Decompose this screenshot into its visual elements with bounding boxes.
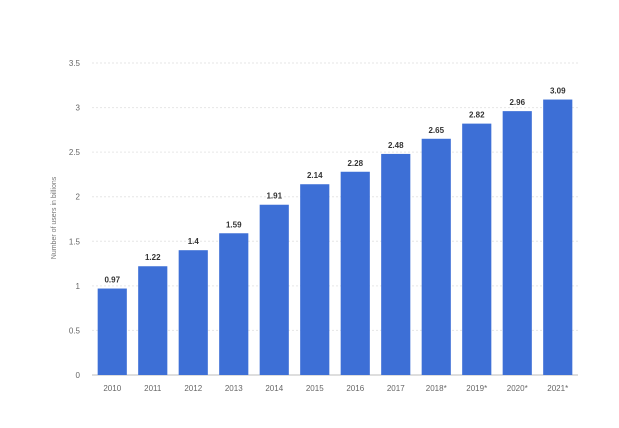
data-label: 2.48 xyxy=(388,141,404,150)
y-tick-label: 3 xyxy=(76,104,81,113)
x-tick-label: 2010 xyxy=(103,384,121,393)
data-label: 1.4 xyxy=(188,237,200,246)
data-label: 2.96 xyxy=(509,98,525,107)
x-tick-label: 2013 xyxy=(225,384,243,393)
x-tick-label: 2014 xyxy=(265,384,283,393)
data-label: 2.28 xyxy=(347,159,363,168)
y-axis-label: Number of users in billions xyxy=(51,176,58,259)
data-labels: 0.97 1.22 1.4 1.59 1.91 2.14 2.28 2.48 2.65 2.82 2… xyxy=(104,87,566,285)
x-tick-label: 2015 xyxy=(306,384,324,393)
bar xyxy=(259,204,289,375)
y-tick-label: 1.5 xyxy=(69,237,81,246)
data-label: 1.22 xyxy=(145,253,161,262)
y-tick-label: 0 xyxy=(76,371,81,380)
data-label: 0.97 xyxy=(104,276,120,285)
bar xyxy=(381,153,411,375)
x-tick-label: 2017 xyxy=(387,384,405,393)
bar xyxy=(300,184,330,375)
data-label: 1.59 xyxy=(226,220,242,229)
y-tick-label: 2 xyxy=(76,193,81,202)
bars xyxy=(97,99,573,375)
bar xyxy=(138,266,168,375)
x-axis-ticks: 2010 2011 2012 2013 2014 2015 2016 2017 2018* 201… xyxy=(103,384,568,393)
bar xyxy=(421,138,451,375)
data-label: 2.82 xyxy=(469,111,485,120)
x-tick-label: 2021* xyxy=(547,384,568,393)
y-tick-label: 3.5 xyxy=(69,59,81,68)
y-tick-label: 1 xyxy=(76,282,81,291)
y-tick-label: 2.5 xyxy=(69,148,81,157)
bar xyxy=(340,171,370,375)
bar xyxy=(543,99,573,375)
x-tick-label: 2019* xyxy=(466,384,487,393)
x-tick-label: 2011 xyxy=(144,384,162,393)
data-label: 1.91 xyxy=(266,192,282,201)
y-tick-label: 0.5 xyxy=(69,326,81,335)
bar xyxy=(178,250,208,375)
gridlines xyxy=(92,62,578,376)
x-tick-label: 2016 xyxy=(346,384,364,393)
bar xyxy=(219,233,249,375)
data-label: 3.09 xyxy=(550,87,566,96)
bar xyxy=(502,111,532,375)
y-axis-ticks: 0 0.5 1 1.5 2 2.5 3 3.5 xyxy=(69,59,81,380)
data-label: 2.65 xyxy=(428,126,444,135)
x-tick-label: 2020* xyxy=(507,384,528,393)
bar xyxy=(97,288,127,375)
x-tick-label: 2012 xyxy=(184,384,202,393)
bar xyxy=(462,123,492,375)
x-tick-label: 2018* xyxy=(426,384,447,393)
data-label: 2.14 xyxy=(307,171,323,180)
